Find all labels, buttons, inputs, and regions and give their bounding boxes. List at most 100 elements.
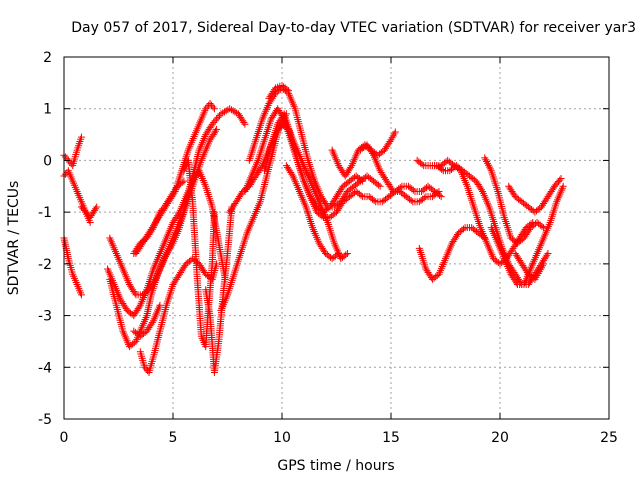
data-point-marker [77,291,85,299]
data-point-marker [418,160,426,168]
data-point-marker [178,178,186,186]
series-arc-23 [415,224,489,283]
data-point-marker [213,125,221,133]
data-point-marker [93,203,101,211]
y-tick-label: 0 [43,153,52,169]
data-point-marker [420,194,428,202]
data-point-marker [288,170,296,178]
series-arc-20 [282,162,343,263]
y-tick-label: -3 [38,309,52,325]
data-point-marker [318,212,326,220]
x-tick-label: 10 [273,430,291,446]
data-point-marker [202,105,210,113]
series-arc-10 [130,301,164,340]
data-point-marker [210,105,218,113]
data-point-marker [212,127,220,135]
x-tick-label: 20 [491,430,509,446]
data-point-marker [92,205,100,213]
data-point-marker [206,100,214,108]
data-point-marker [170,189,178,197]
data-point-marker [388,186,396,194]
data-point-marker [63,155,71,163]
data-point-marker [477,186,485,194]
data-point-marker [80,206,88,214]
y-tick-label: 2 [43,50,52,66]
series-arc-27 [487,182,567,289]
data-point-marker [285,87,293,95]
data-point-marker [333,251,341,259]
data-point-marker [61,170,69,178]
x-tick-label: 0 [60,430,69,446]
data-point-marker [240,119,248,127]
data-point-marker [544,250,552,258]
series-arc-26 [481,154,548,247]
series-arc-08 [136,255,221,376]
data-point-marker [209,103,217,111]
series-arc-18 [265,81,293,102]
data-point-marker [142,365,150,373]
y-tick-label: -5 [38,412,52,428]
series-arc-11 [132,100,218,258]
data-point-marker [433,189,441,197]
data-point-marker [77,133,85,141]
y-tick-label: 1 [43,102,52,118]
data-point-marker [357,191,365,199]
chart-title: Day 057 of 2017, Sidereal Day-to-day VTE… [71,20,636,36]
data-point-marker [374,181,382,189]
data-point-marker [459,225,467,233]
data-point-marker [213,115,221,123]
data-point-marker [368,150,376,158]
data-series [60,81,567,376]
data-point-marker [438,165,446,173]
data-point-marker [407,197,415,205]
data-point-marker [370,197,378,205]
series-arc-29 [511,250,548,283]
data-point-marker [342,251,350,259]
data-point-marker [391,128,399,136]
data-point-marker [257,163,265,171]
data-point-marker [437,193,445,201]
data-point-marker [214,113,222,121]
data-point-marker [208,120,216,128]
data-point-marker [61,153,69,161]
data-point-marker [208,101,216,109]
data-point-marker [343,250,351,258]
data-point-marker [141,363,149,371]
y-axis-label: SDTVAR / TECUs [6,181,22,296]
y-tick-label: -4 [38,360,52,376]
x-tick-label: 15 [382,430,400,446]
data-point-marker [283,85,291,93]
series-arc-28 [505,175,565,216]
data-point-marker [156,301,164,309]
plot-frame [63,56,610,420]
series-arc-25 [431,156,537,268]
y-tick-label: -2 [38,257,52,273]
data-point-marker [335,250,343,258]
data-point-marker [77,203,85,211]
series-arc-04 [77,203,101,221]
x-axis-label: GPS time / hours [277,458,394,474]
data-point-marker [211,117,219,125]
data-point-marker [131,289,139,297]
data-point-marker [409,186,417,194]
data-point-marker [543,251,551,259]
data-point-marker [512,279,520,287]
data-point-marker [210,208,218,216]
data-point-marker [323,201,331,209]
data-point-marker [538,222,546,230]
data-point-marker [396,184,404,192]
data-point-marker [79,205,87,213]
data-point-marker [386,137,394,145]
data-point-marker [241,120,249,128]
data-point-marker [376,182,384,190]
y-tick-label: -1 [38,205,52,221]
data-point-marker [347,163,355,171]
data-point-marker [66,158,74,166]
data-point-marker [435,187,443,195]
data-point-marker [556,176,564,184]
data-point-marker [557,175,565,183]
x-tick-label: 25 [600,430,618,446]
